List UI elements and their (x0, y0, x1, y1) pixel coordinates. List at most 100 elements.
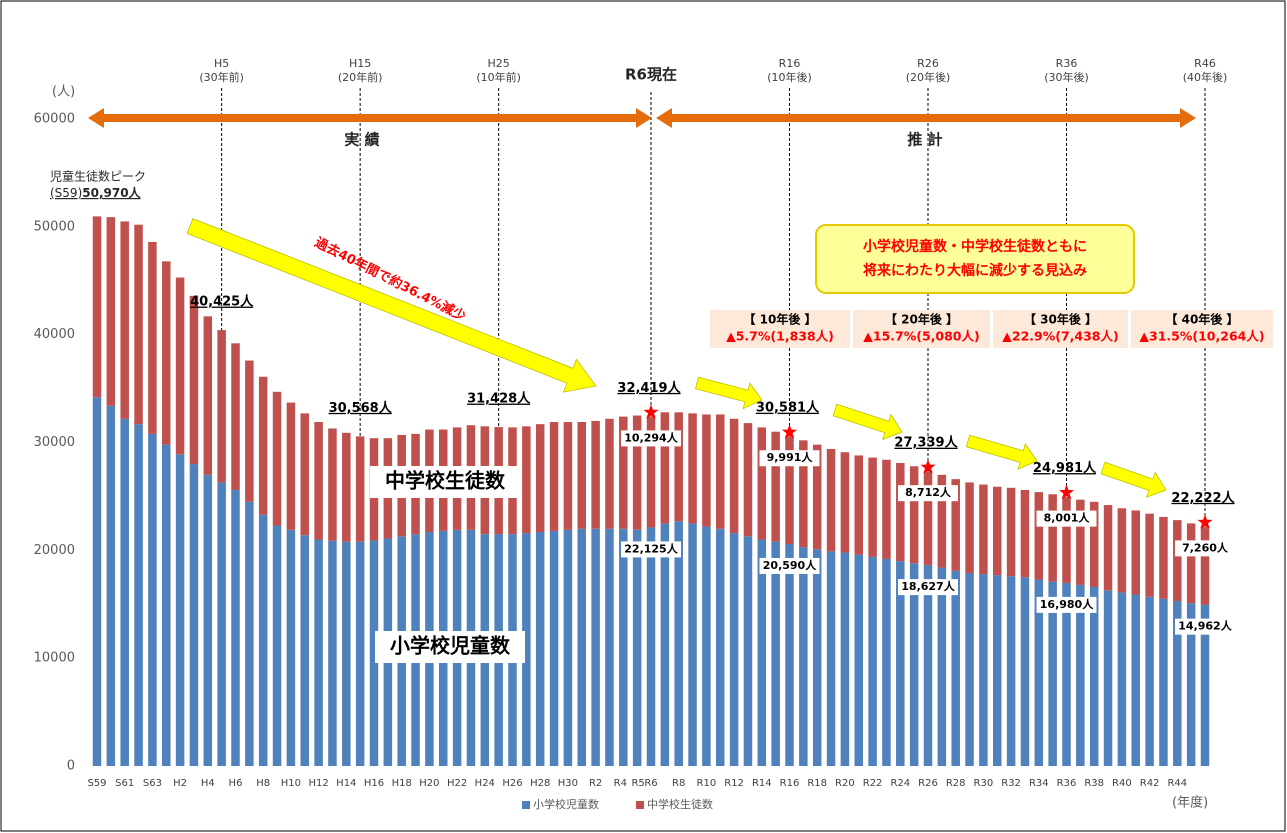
bar-junior-high (688, 413, 697, 524)
x-tick-label: R42 (1140, 778, 1160, 789)
bar-junior-high (1076, 499, 1085, 585)
bar-elementary (300, 535, 309, 766)
reference-label: R36 (1056, 57, 1078, 70)
bar-elementary (286, 529, 296, 766)
x-tick-label: R18 (807, 778, 827, 789)
bar-elementary (355, 541, 365, 766)
bar-junior-high (771, 431, 780, 542)
trend-arrow (1100, 461, 1167, 498)
bar-junior-high (272, 391, 282, 526)
reference-label: R26 (917, 57, 939, 70)
x-tick-label: R40 (1112, 778, 1132, 789)
bar-junior-high (951, 479, 960, 571)
bar-junior-high (757, 427, 767, 540)
bar-junior-high (896, 462, 905, 562)
y-tick-label: 30000 (34, 435, 75, 450)
bar-elementary (106, 405, 116, 766)
y-tick-label: 40000 (34, 327, 75, 342)
projection-period: 【 20年後 】 (885, 312, 958, 327)
x-tick-label: R2 (589, 778, 602, 789)
bar-elementary (909, 563, 919, 766)
bar-junior-high (605, 418, 614, 529)
x-tick-label: H28 (530, 778, 550, 789)
bar-junior-high (882, 459, 891, 559)
value-label-bg (621, 430, 681, 447)
bar-junior-high (134, 224, 143, 425)
reference-sublabel: (30年前) (199, 70, 244, 84)
bar-junior-high (632, 415, 642, 530)
total-label: 30,568人 (329, 400, 393, 416)
x-tick-label: H12 (308, 778, 328, 789)
bar-junior-high (563, 422, 573, 530)
bar-elementary (1048, 581, 1057, 766)
bar-elementary (314, 539, 323, 766)
reference-label: H15 (349, 57, 371, 70)
bar-junior-high (549, 422, 559, 531)
x-tick-label: R26 (918, 778, 938, 789)
bar-junior-high (1048, 494, 1057, 582)
period-arrow (656, 108, 1196, 128)
reference-label: R46 (1194, 57, 1216, 70)
bar-junior-high (1006, 487, 1016, 577)
bar-junior-high (522, 426, 531, 534)
series-label: 中学校生徒数 (385, 469, 506, 493)
bar-elementary (812, 549, 822, 766)
value-label-bg (1175, 540, 1235, 557)
bar-junior-high (1103, 505, 1113, 591)
bar-elementary (522, 533, 531, 766)
legend-swatch (522, 801, 530, 809)
projection-period: 【 10年後 】 (743, 312, 816, 327)
x-tick-label: R5 (631, 778, 644, 789)
bar-junior-high (1200, 526, 1210, 605)
bar-elementary (217, 482, 226, 766)
projection-box (710, 310, 850, 348)
bar-elementary (716, 528, 725, 766)
period-label: 推 計 (907, 131, 942, 149)
bar-elementary (1186, 603, 1196, 766)
bar-junior-high (300, 413, 309, 536)
bar-junior-high (189, 295, 199, 465)
bar-elementary (535, 532, 545, 766)
bar-junior-high (120, 221, 129, 419)
bar-elementary (660, 523, 670, 766)
star (781, 424, 798, 439)
y-tick-label: 20000 (34, 543, 75, 558)
plot-layer (92, 216, 1210, 766)
legend-label: 中学校生徒数 (647, 797, 713, 811)
bar-junior-high (1173, 520, 1182, 602)
bar-junior-high (965, 482, 974, 573)
value-label-bg (1036, 596, 1097, 613)
x-tick-label: R30 (974, 778, 994, 789)
bar-elementary (175, 454, 185, 766)
x-tick-label: R20 (835, 778, 855, 789)
bar-elementary (965, 572, 974, 766)
bar-junior-high (812, 444, 822, 550)
y-tick-label: 50000 (34, 219, 75, 234)
series-label-bg (375, 631, 525, 663)
reference-sublabel: (10年後) (767, 70, 812, 84)
bar-junior-high (245, 360, 254, 502)
bar-elementary (1145, 596, 1154, 766)
bar-elementary (1159, 598, 1168, 766)
peak-value: 50,970人 (82, 185, 141, 200)
series-label: 小学校児童数 (390, 634, 511, 658)
x-tick-label: R16 (780, 778, 800, 789)
bar-elementary (120, 418, 129, 766)
reference-label: H25 (488, 57, 510, 70)
bar-elementary (549, 530, 559, 766)
star (1197, 514, 1213, 529)
bar-elementary (757, 539, 767, 766)
total-label: 32,419人 (617, 380, 681, 396)
bar-junior-high (1131, 510, 1140, 595)
reference-label: R6現在 (625, 66, 677, 84)
x-tick-label: R12 (724, 778, 744, 789)
bar-elementary (826, 551, 836, 766)
reference-sublabel: (30年後) (1044, 70, 1089, 84)
value-label-bg (898, 485, 958, 502)
y-tick-label: 0 (67, 759, 75, 774)
bar-junior-high (286, 402, 296, 530)
x-tick-label: R34 (1029, 778, 1049, 789)
bar-elementary (1062, 582, 1071, 766)
bar-elementary (979, 574, 988, 766)
